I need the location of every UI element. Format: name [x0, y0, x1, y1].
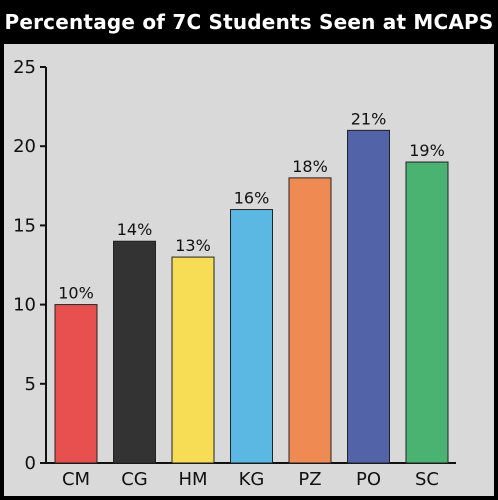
x-tick-label: PZ [298, 469, 321, 490]
bar-sc [405, 161, 449, 464]
data-label: 10% [58, 284, 94, 303]
bar-cm [54, 304, 98, 464]
x-tick-label: CG [121, 469, 148, 490]
x-tick-label: KG [239, 469, 265, 490]
y-tick-label: 10 [13, 295, 36, 316]
bar-po [347, 129, 390, 464]
x-tick-label: HM [178, 469, 207, 490]
bar-hm [171, 256, 215, 464]
y-tick-label: 15 [13, 215, 36, 236]
data-label: 21% [351, 109, 387, 128]
x-tick-label: CM [62, 469, 90, 490]
bar-kg [230, 209, 273, 464]
data-label: 16% [234, 189, 270, 208]
data-label: 19% [409, 141, 445, 160]
y-tick-label: 20 [13, 136, 36, 157]
bar-cg [113, 240, 156, 464]
chart-title: Percentage of 7C Students Seen at MCAPS [4, 10, 494, 34]
data-label: 14% [117, 220, 153, 239]
bar-pz [288, 177, 332, 464]
x-tick-label: PO [356, 469, 381, 490]
y-tick-label: 5 [25, 374, 36, 395]
data-label: 18% [292, 157, 328, 176]
y-tick-label: 25 [13, 57, 36, 78]
x-tick-label: SC [415, 469, 439, 490]
data-label: 13% [175, 236, 211, 255]
y-tick-label: 0 [25, 453, 36, 474]
